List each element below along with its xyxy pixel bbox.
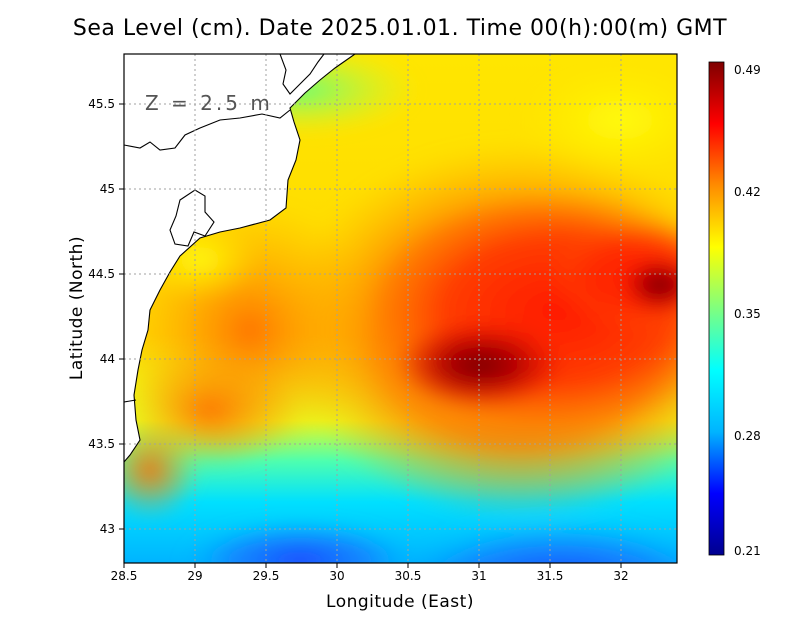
- x-axis-label: Longitude (East): [326, 592, 474, 612]
- lake-outline: [169, 189, 215, 247]
- y-tick-label: 43: [100, 522, 115, 536]
- x-tick-label: 29.5: [253, 569, 280, 583]
- colorbar-tick-label: 0.49: [734, 63, 761, 77]
- y-tick-label: 45.5: [88, 97, 115, 111]
- land-mass: [124, 54, 355, 462]
- x-axis: 28.5 29 29.5 30 30.5 31 31.5 32: [111, 563, 629, 583]
- x-tick-label: 31.5: [537, 569, 564, 583]
- y-axis: 43 43.5 44 44.5 45 45.5: [88, 97, 124, 536]
- x-tick-label: 28.5: [111, 569, 138, 583]
- y-tick-label: 43.5: [88, 437, 115, 451]
- colorbar-tick-label: 0.28: [734, 429, 761, 443]
- colorbar-tick-label: 0.21: [734, 544, 761, 558]
- x-tick-label: 31: [471, 569, 486, 583]
- y-tick-label: 44.5: [88, 267, 115, 281]
- border-line: [124, 109, 291, 151]
- depth-label: Z = 2.5 m: [145, 91, 273, 115]
- x-tick-label: 30.5: [395, 569, 422, 583]
- y-tick-label: 45: [100, 182, 115, 196]
- x-tick-label: 30: [329, 569, 344, 583]
- coastline: [124, 54, 356, 463]
- x-tick-label: 29: [187, 569, 202, 583]
- chart-title: Sea Level (cm). Date 2025.01.01. Time 00…: [72, 16, 728, 41]
- sea-level-field: [124, 54, 677, 563]
- colorbar-tick-label: 0.35: [734, 307, 761, 321]
- y-tick-label: 44: [100, 352, 115, 366]
- grid-lines: [124, 54, 677, 563]
- y-axis-label: Latitude (North): [67, 236, 87, 380]
- colorbar-tick-label: 0.42: [734, 185, 761, 199]
- river-line: [124, 399, 137, 403]
- colorbar: 0.49 0.42 0.35 0.28 0.21: [708, 61, 761, 558]
- colorbar-gradient: [708, 61, 725, 556]
- plot-frame: [123, 53, 678, 564]
- x-tick-label: 32: [613, 569, 628, 583]
- estuary-outline: [279, 54, 325, 95]
